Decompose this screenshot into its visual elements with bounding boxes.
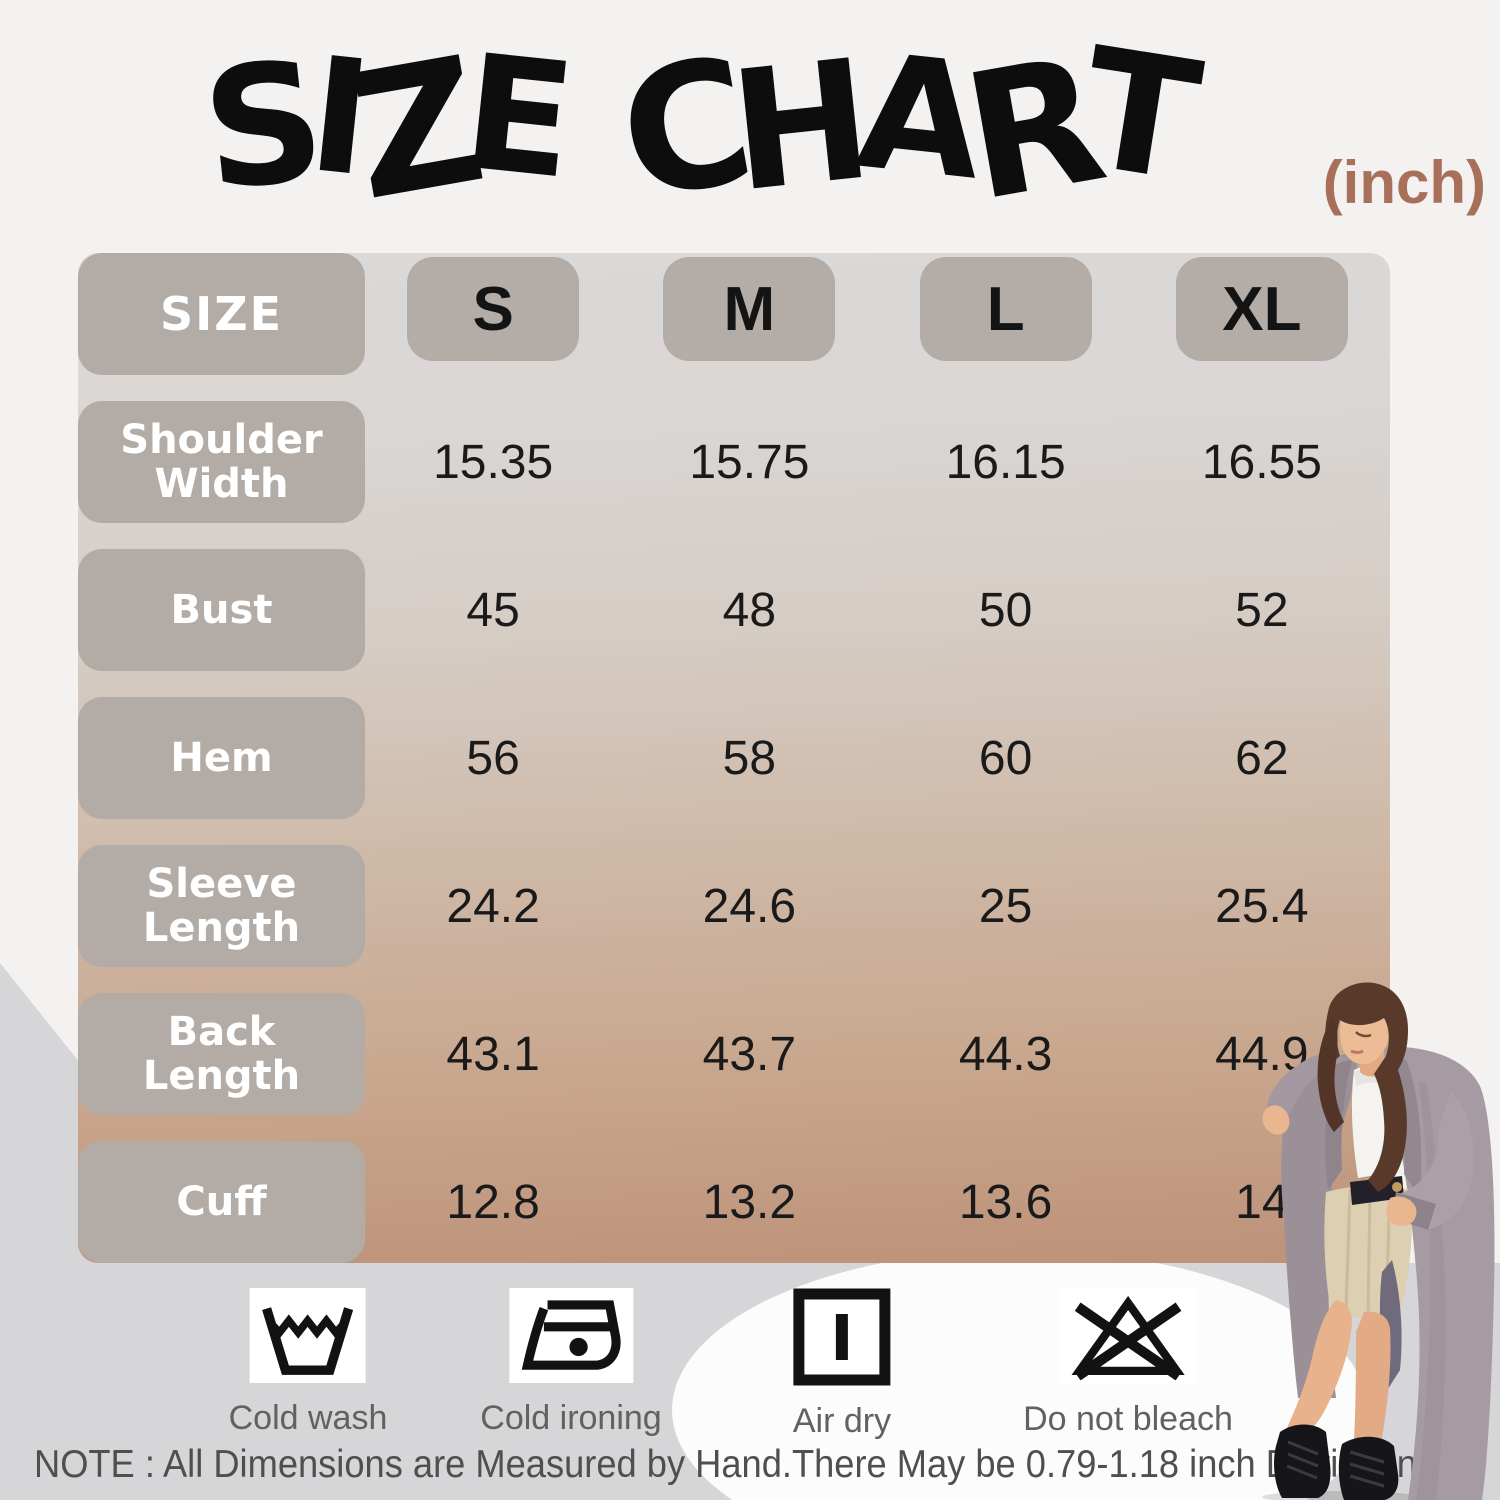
cell-shoulder-s: 15.35	[433, 435, 554, 489]
care-label: Cold wash	[228, 1399, 388, 1437]
unit-label: (inch)	[1322, 149, 1486, 216]
row-header-cuff: Cuff	[78, 1141, 365, 1263]
cell-back-m: 43.7	[702, 1027, 797, 1081]
measurement-note: NOTE : All Dimensions are Measured by Ha…	[34, 1443, 1417, 1486]
row-header-bust: Bust	[78, 549, 365, 671]
column-header-m: M	[663, 257, 836, 361]
care-air-dry: Air dry	[793, 1288, 891, 1441]
row-header-shoulder-width: Shoulder Width	[78, 401, 365, 523]
cell-sleeve-l: 25	[978, 879, 1033, 933]
cell-cuff-s: 12.8	[446, 1175, 540, 1229]
highlight-ellipse	[672, 1250, 1367, 1500]
cell-back-l: 44.3	[958, 1027, 1053, 1081]
cell-sleeve-m: 24.6	[702, 879, 797, 933]
column-header-xl: XL	[1175, 257, 1348, 361]
care-cold-wash: Cold wash	[228, 1288, 388, 1438]
care-cold-ironing: Cold ironing	[480, 1288, 662, 1438]
column-header-l: L	[919, 257, 1092, 361]
page-title: SIZE CHART	[195, 11, 1212, 240]
cell-cuff-l: 13.6	[958, 1175, 1053, 1229]
cell-back-s: 43.1	[446, 1027, 540, 1081]
cell-shoulder-l: 16.15	[945, 435, 1066, 489]
cell-shoulder-xl: 16.55	[1201, 435, 1322, 489]
care-do-not-bleach: Do not bleach	[1023, 1288, 1233, 1439]
cell-hem-m: 58	[722, 731, 777, 785]
cell-cuff-xl: 14	[1235, 1175, 1289, 1229]
column-header-s: S	[407, 257, 580, 361]
care-label: Cold ironing	[480, 1399, 662, 1437]
care-label: Do not bleach	[1023, 1400, 1233, 1438]
cell-sleeve-s: 24.2	[446, 879, 540, 933]
care-label: Air dry	[792, 1402, 892, 1440]
cell-hem-s: 56	[466, 731, 520, 785]
cell-sleeve-xl: 25.4	[1215, 879, 1309, 933]
row-header-sleeve-length: Sleeve Length	[78, 845, 365, 967]
row-header-hem: Hem	[78, 697, 365, 819]
cell-bust-xl: 52	[1235, 583, 1289, 637]
table-corner-cell: SIZE	[78, 253, 365, 375]
wash-tub-icon	[250, 1288, 366, 1383]
row-header-back-length: Back Length	[78, 993, 365, 1115]
cell-bust-s: 45	[466, 583, 520, 637]
iron-icon	[508, 1288, 633, 1383]
cell-bust-l: 50	[978, 583, 1033, 637]
cell-hem-l: 60	[978, 731, 1033, 785]
cell-hem-xl: 62	[1235, 731, 1289, 785]
cell-cuff-m: 13.2	[702, 1175, 797, 1229]
model-photo	[1262, 982, 1495, 1500]
cell-bust-m: 48	[722, 583, 777, 637]
size-chart-table: SIZE S M L XL Shoulder Width 15.35 15.75…	[78, 253, 1390, 1263]
do-not-bleach-icon	[1061, 1288, 1195, 1384]
cell-shoulder-m: 15.75	[689, 435, 810, 489]
air-dry-icon	[792, 1288, 891, 1386]
